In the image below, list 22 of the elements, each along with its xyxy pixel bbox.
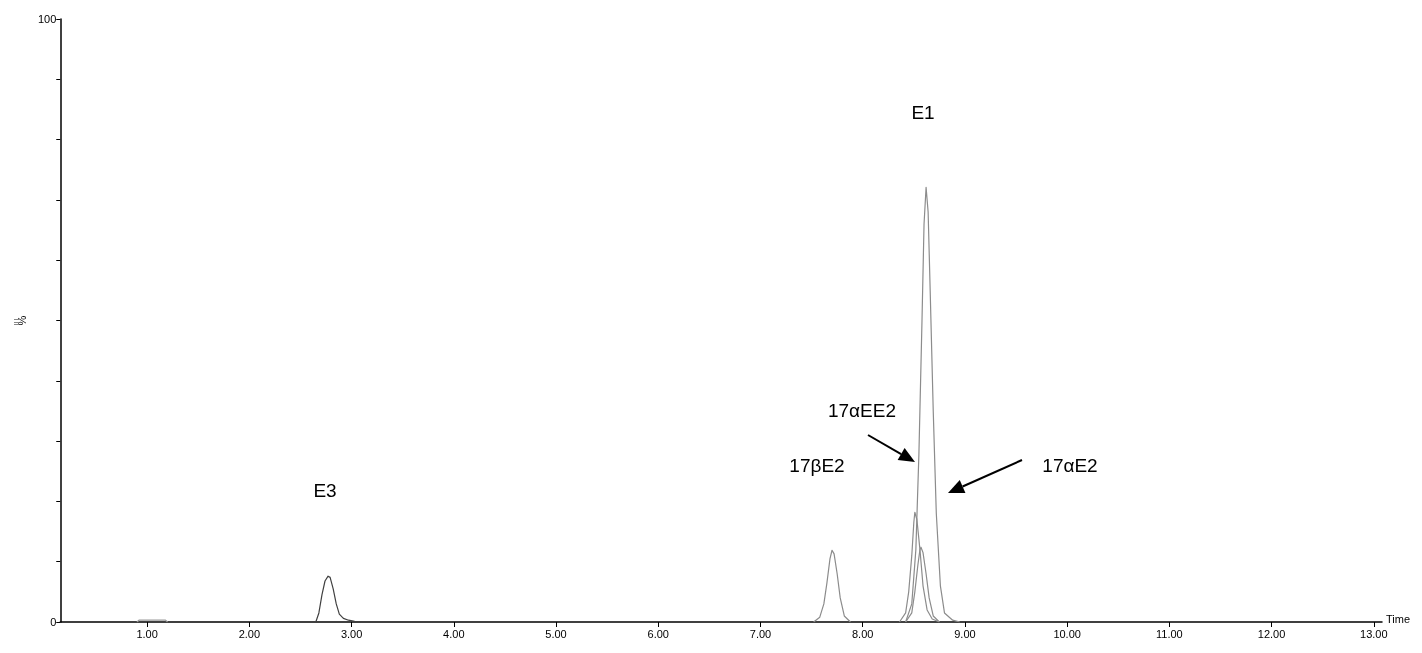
annotation: 17αE2 [1042,454,1098,476]
annotation: 17αEE2 [827,399,897,421]
y-tick-label: 0 [50,616,57,628]
x-tick-label: 3.00 [340,627,363,640]
annotation: 17βE2 [789,454,845,476]
x-tick-label: 4.00 [443,627,465,640]
x-tick-label: 11.00 [1156,627,1183,640]
y-tick-label: 100 [37,13,57,25]
x-tick-label: 12.00 [1257,627,1286,640]
x-axis-title: Time [1386,612,1411,625]
annotation: E1 [911,101,935,123]
annotation: E3 [313,479,337,501]
x-tick-label: 9.00 [954,627,976,640]
x-tick-label: 7.00 [749,627,772,640]
x-tick-label: 1.00 [136,627,158,640]
x-tick-label: 5.00 [545,627,567,640]
x-tick-label: 10.00 [1053,627,1081,640]
x-tick-label: 8.00 [851,627,874,640]
x-tick-label: 13.00 [1360,627,1388,640]
x-tick-label: 6.00 [647,627,669,640]
y-axis-title: % [15,315,28,326]
x-tick-label: 2.00 [238,627,261,640]
